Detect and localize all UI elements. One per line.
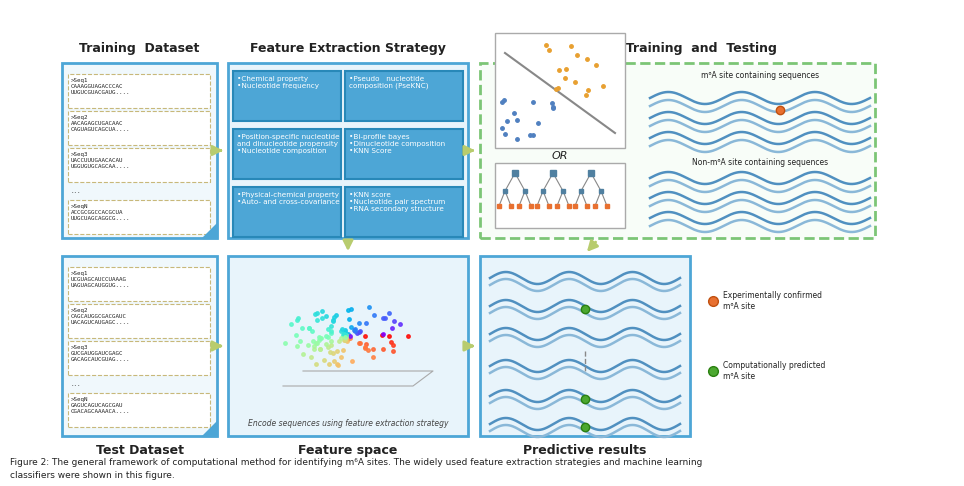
Bar	[480, 63, 875, 238]
Text: •Physical-chemical property
•Auto- and cross-covariance: •Physical-chemical property •Auto- and c…	[237, 192, 339, 205]
Bar	[62, 63, 217, 238]
Text: Training  Dataset: Training Dataset	[79, 42, 200, 55]
Bar	[345, 129, 463, 179]
Bar	[68, 200, 210, 234]
Text: Feature Extraction Strategy: Feature Extraction Strategy	[250, 42, 446, 55]
Text: >Seq2
CAGCAUGGCGACGAUC
UACAGUCAUGAGC....: >Seq2 CAGCAUGGCGACGAUC UACAGUCAUGAGC....	[71, 308, 130, 325]
Text: >Seq1
CAAAGGUAGACCCAC
UUGUCGUACGAUG....: >Seq1 CAAAGGUAGACCCAC UUGUCGUACGAUG....	[71, 78, 130, 95]
Bar	[495, 163, 625, 228]
Bar	[480, 256, 690, 436]
Text: ...: ...	[71, 382, 82, 387]
Text: Experimentally confirmed
m⁶A site: Experimentally confirmed m⁶A site	[723, 291, 822, 311]
Text: Computationally predicted
m⁶A site: Computationally predicted m⁶A site	[723, 361, 825, 381]
Bar	[68, 341, 210, 375]
Text: •Pseudo   nucleotide
composition (PseKNC): •Pseudo nucleotide composition (PseKNC)	[349, 76, 429, 89]
Bar	[233, 187, 341, 237]
Text: OR: OR	[551, 151, 568, 161]
Text: >SeqN
ACCGCGGCCACGCUA
UUGCUAGCAGGCG....: >SeqN ACCGCGGCCACGCUA UUGCUAGCAGGCG....	[71, 204, 130, 221]
Text: Test Dataset: Test Dataset	[95, 444, 183, 457]
Text: Feature space: Feature space	[298, 444, 398, 457]
Text: >SeqN
GAGUCAGUCAGCGAU
CGACAGCAAAACA....: >SeqN GAGUCAGUCAGCGAU CGACAGCAAAACA....	[71, 397, 130, 414]
Bar	[68, 148, 210, 182]
Text: Model Training  and  Testing: Model Training and Testing	[578, 42, 776, 55]
Bar	[233, 71, 341, 121]
Bar	[228, 63, 468, 238]
Bar	[68, 267, 210, 301]
Polygon shape	[202, 223, 217, 238]
Text: Encode sequences using feature extraction strategy: Encode sequences using feature extractio…	[248, 419, 448, 428]
Bar	[345, 71, 463, 121]
Bar	[233, 129, 341, 179]
Text: >Seq3
UACCUUUGAACACAU
UGGUGUGCAGCAA....: >Seq3 UACCUUUGAACACAU UGGUGUGCAGCAA....	[71, 152, 130, 169]
Bar	[345, 187, 463, 237]
Text: ...: ...	[71, 189, 82, 194]
Text: •Position-specific nucleotide
and dinucleotide propensity
•Nucleotide compositio: •Position-specific nucleotide and dinucl…	[237, 134, 339, 154]
Bar	[68, 304, 210, 338]
Polygon shape	[202, 421, 217, 436]
Bar	[68, 74, 210, 108]
Text: m⁶A site containing sequences: m⁶A site containing sequences	[701, 71, 819, 80]
Text: Random Forest: Random Forest	[528, 166, 592, 175]
Text: Support Vector Machine: Support Vector Machine	[510, 75, 610, 84]
Text: Non-m⁶A site containing sequences: Non-m⁶A site containing sequences	[692, 158, 828, 167]
Text: >Seq1
UCGUAGCAUCCUAAAG
UAGUAGCAUGGUG....: >Seq1 UCGUAGCAUCCUAAAG UAGUAGCAUGGUG....	[71, 271, 130, 288]
Text: •Bi-profile bayes
•Dinucleotide composition
•KNN Score: •Bi-profile bayes •Dinucleotide composit…	[349, 134, 445, 154]
Bar	[62, 256, 217, 436]
Text: >Seq2
AACAGAGCUGACAAC
CAGUAGUCAGCUA....: >Seq2 AACAGAGCUGACAAC CAGUAGUCAGCUA....	[71, 115, 130, 132]
Text: >Seq3
GUCGAUGGAUCGAGC
GACAGCAUCGUAG....: >Seq3 GUCGAUGGAUCGAGC GACAGCAUCGUAG....	[71, 345, 130, 362]
Bar	[495, 33, 625, 148]
Bar	[68, 393, 210, 427]
Text: Predictive results: Predictive results	[523, 444, 647, 457]
Bar	[68, 111, 210, 145]
Text: •KNN score
•Nucleotide pair spectrum
•RNA secondary structure: •KNN score •Nucleotide pair spectrum •RN…	[349, 192, 445, 212]
Bar	[228, 256, 468, 436]
Text: Figure 2: The general framework of computational method for identifying m⁶A site: Figure 2: The general framework of compu…	[10, 458, 703, 480]
Text: •Chemical property
•Nucleotide frequency: •Chemical property •Nucleotide frequency	[237, 76, 319, 89]
